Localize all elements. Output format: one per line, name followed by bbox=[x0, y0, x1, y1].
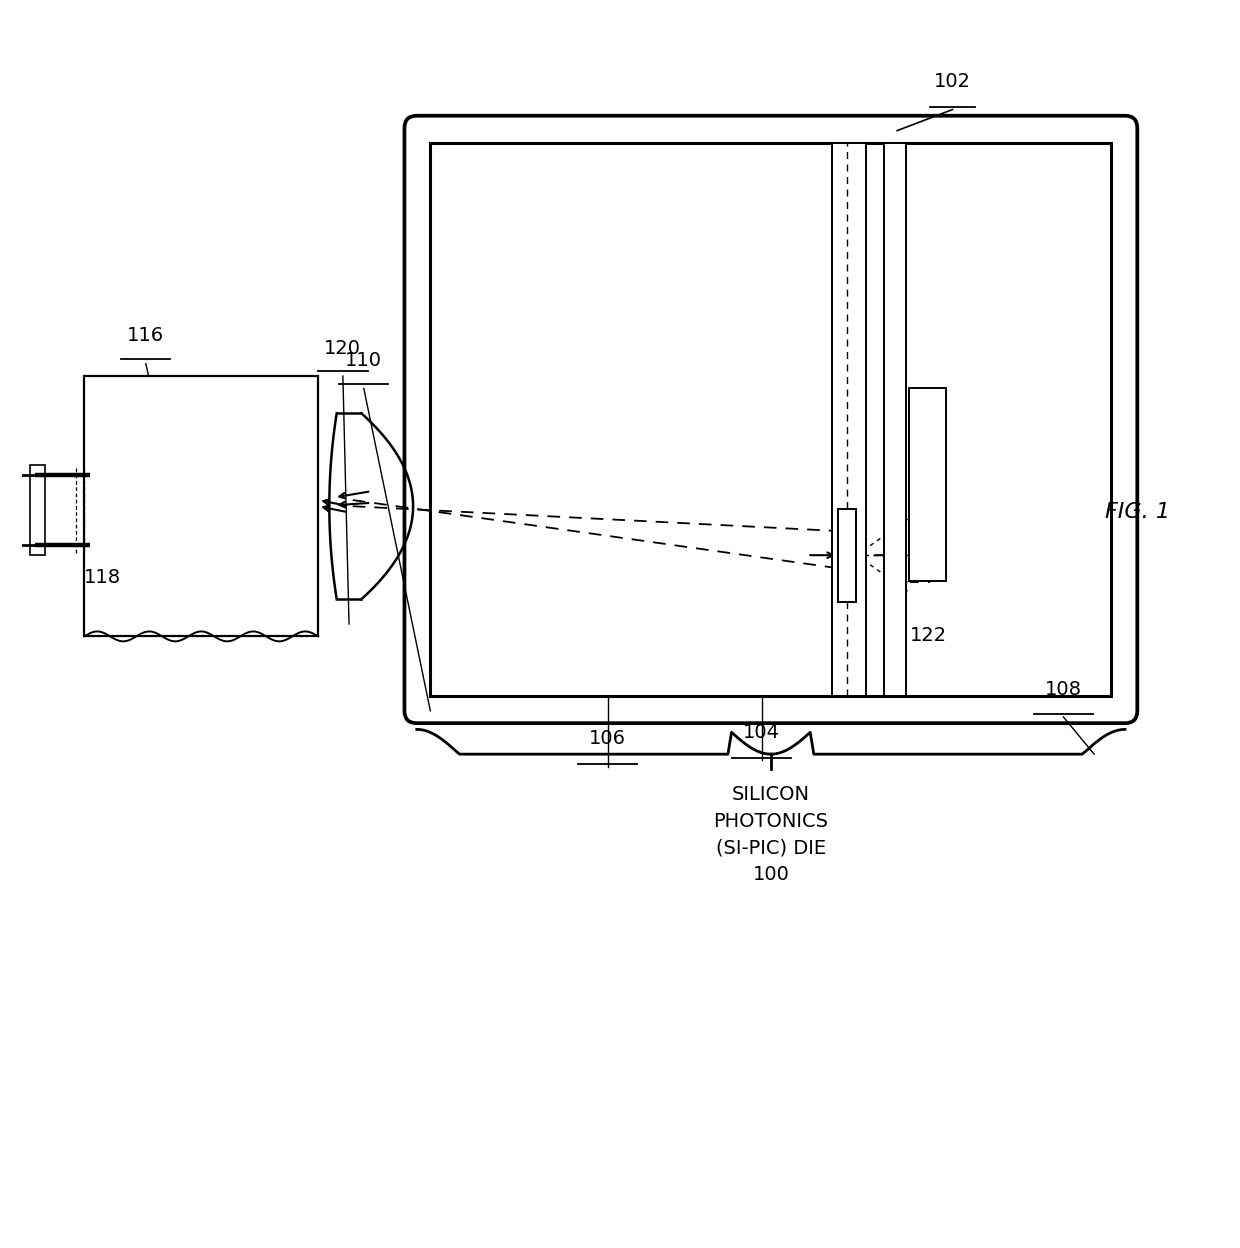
Text: 102: 102 bbox=[934, 72, 971, 91]
Bar bbox=[884, 144, 905, 696]
Text: 104: 104 bbox=[743, 723, 780, 743]
Text: 116: 116 bbox=[128, 327, 165, 346]
Text: 106: 106 bbox=[589, 729, 626, 749]
Text: 118: 118 bbox=[84, 568, 122, 588]
Text: 108: 108 bbox=[1045, 680, 1081, 699]
Bar bbox=[30, 466, 45, 555]
Bar bbox=[832, 144, 867, 696]
Text: SILICON
PHOTONICS
(SI-PIC) DIE
100: SILICON PHOTONICS (SI-PIC) DIE 100 bbox=[713, 785, 828, 884]
Text: 124: 124 bbox=[897, 568, 934, 588]
FancyBboxPatch shape bbox=[404, 116, 1137, 723]
Text: 122: 122 bbox=[909, 626, 946, 645]
Text: 110: 110 bbox=[345, 351, 382, 371]
Bar bbox=[84, 376, 319, 636]
Text: 120: 120 bbox=[325, 339, 361, 358]
Bar bbox=[430, 144, 1111, 696]
Text: FIG. 1: FIG. 1 bbox=[1105, 503, 1169, 523]
Bar bbox=[838, 509, 857, 602]
Bar bbox=[909, 388, 946, 580]
